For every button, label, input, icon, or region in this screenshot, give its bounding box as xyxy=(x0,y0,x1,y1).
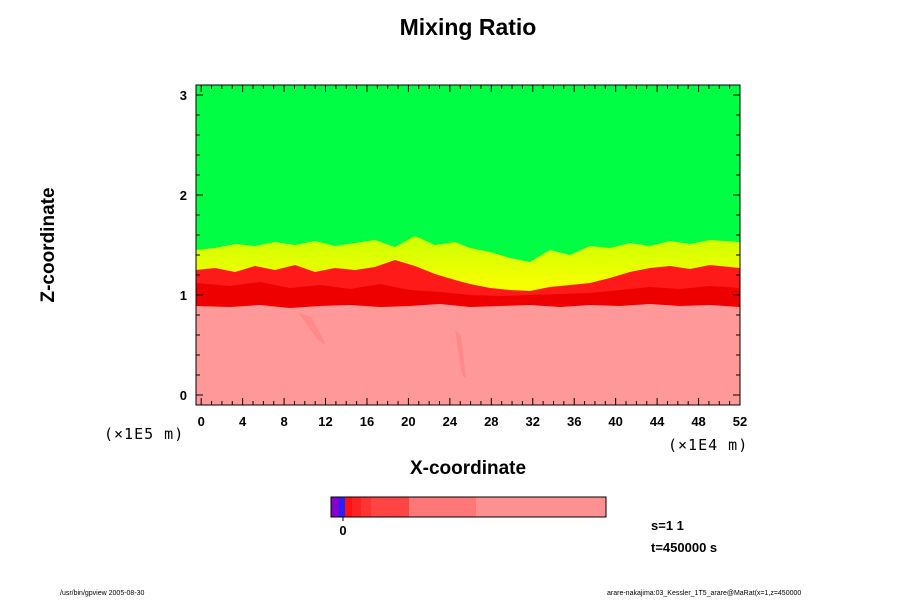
colorbar-frame xyxy=(330,496,607,518)
y-tick-label: 1 xyxy=(180,288,187,303)
x-tick-label: 24 xyxy=(443,414,458,429)
x-tick-label: 32 xyxy=(526,414,540,429)
colorbar-label: 0 xyxy=(339,523,346,538)
heatmap-field xyxy=(196,85,740,405)
colorbar-segment xyxy=(476,497,606,517)
x-scale-note: (×1E4 m) xyxy=(668,436,749,454)
y-tick-label: 0 xyxy=(180,388,187,403)
colorbar-segment xyxy=(371,497,409,517)
colorbar-segment xyxy=(339,497,345,517)
x-tick-label: 48 xyxy=(691,414,705,429)
x-tick-label: 28 xyxy=(484,414,498,429)
colorbar-segment xyxy=(345,497,352,517)
x-tick-label: 44 xyxy=(650,414,665,429)
colorbar: 0 xyxy=(330,496,607,538)
x-tick-label: 0 xyxy=(198,414,205,429)
colorbar-segment xyxy=(361,497,371,517)
x-tick-label: 40 xyxy=(608,414,622,429)
plot-frame xyxy=(195,84,741,406)
colorbar-segment xyxy=(331,497,339,517)
x-axis-label: X-coordinate xyxy=(409,458,527,479)
region-lower-pink xyxy=(196,304,740,405)
footer-right: arare-nakajima:03_Kessler_1T5_arare@MaRa… xyxy=(607,590,802,597)
y-tick-label: 3 xyxy=(180,88,187,103)
x-tick-label: 20 xyxy=(401,414,415,429)
s-label: s=1 1 xyxy=(651,518,684,533)
x-tick-label: 16 xyxy=(360,414,374,429)
x-tick-label: 4 xyxy=(239,414,247,429)
y-scale-note: (×1E5 m) xyxy=(104,425,185,443)
x-tick-label: 12 xyxy=(318,414,332,429)
colorbar-segment xyxy=(352,497,361,517)
x-tick-label: 8 xyxy=(280,414,287,429)
t-label: t=450000 s xyxy=(651,540,718,555)
x-tick-label: 52 xyxy=(733,414,747,429)
x-axis-ticks: 0 4 8 12 16 20 24 28 32 36 40 44 48 52 xyxy=(198,85,747,429)
y-axis-ticks: 0 1 2 3 xyxy=(180,88,740,403)
footer-left: /usr/bin/gpview 2005-08-30 xyxy=(60,590,145,597)
y-axis-label: Z-coordinate xyxy=(38,187,59,303)
colorbar-segment xyxy=(409,497,476,517)
chart-title: Mixing Ratio xyxy=(399,14,537,40)
x-tick-label: 36 xyxy=(567,414,581,429)
y-tick-label: 2 xyxy=(180,188,187,203)
